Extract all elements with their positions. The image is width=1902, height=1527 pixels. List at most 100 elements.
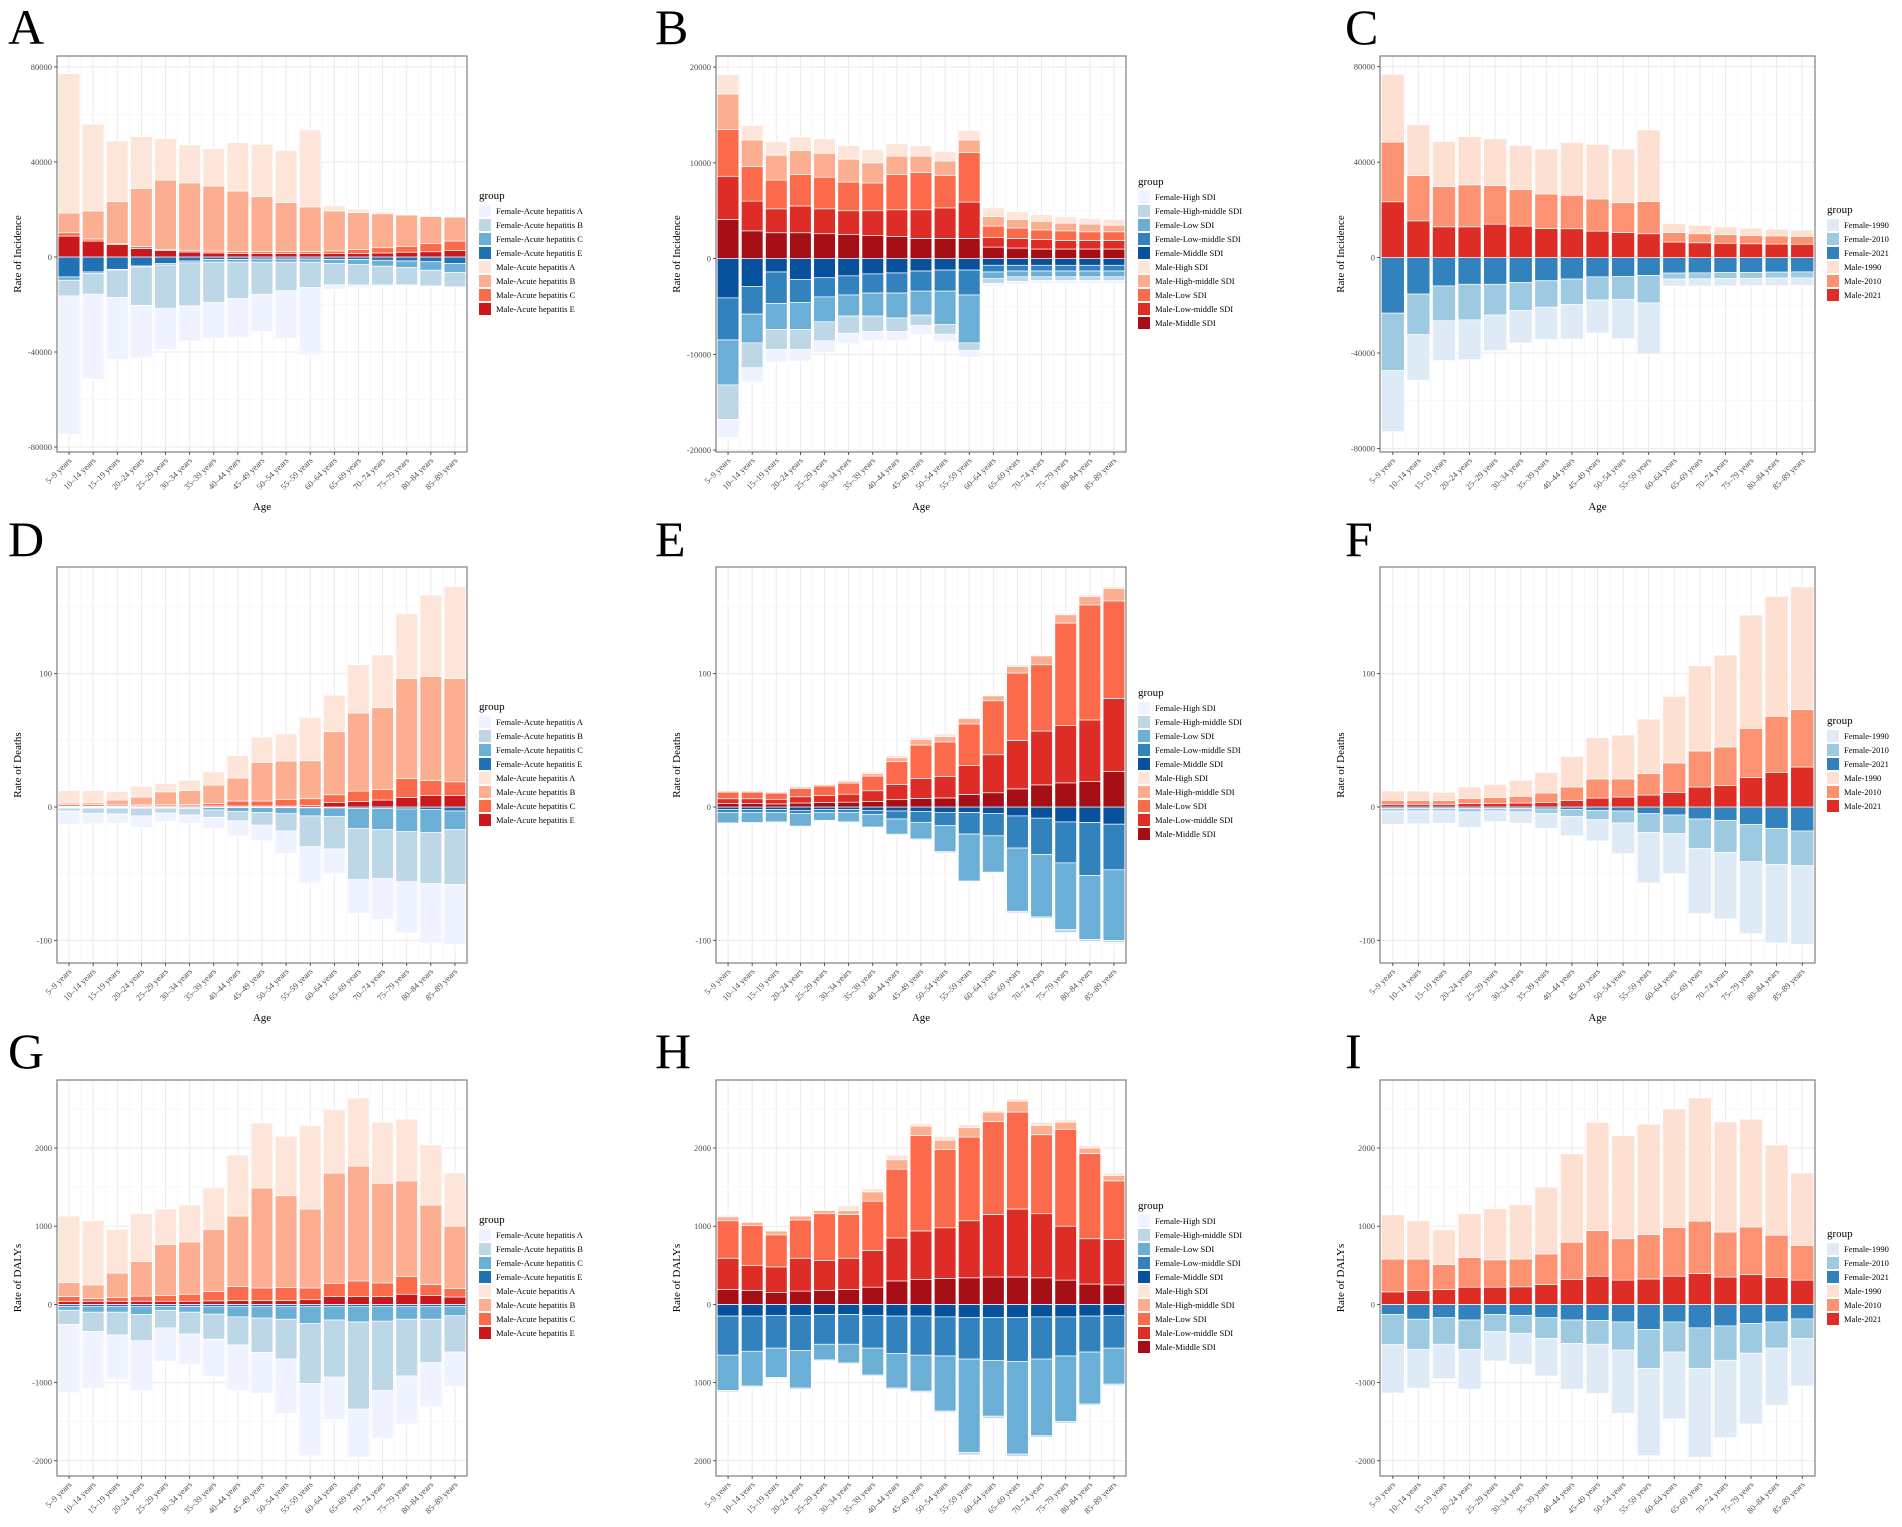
bar-segment-female bbox=[765, 809, 788, 813]
bar-segment-female bbox=[933, 811, 957, 827]
bar-segment-female bbox=[982, 1415, 1005, 1419]
bar-segment-female bbox=[765, 811, 788, 823]
bar-segment-male bbox=[106, 244, 129, 258]
bar-segment-female bbox=[765, 303, 788, 330]
bar-segment-male bbox=[81, 790, 105, 804]
bar-segment-male bbox=[716, 798, 740, 805]
bars bbox=[57, 1097, 467, 1458]
bar-segment-female bbox=[740, 1386, 764, 1389]
bar-segment-male bbox=[274, 1287, 298, 1301]
bar-segment-male bbox=[371, 799, 394, 808]
bar-segment-female bbox=[716, 809, 740, 813]
bar-segment-male bbox=[57, 1215, 81, 1283]
bar-segment-female bbox=[1560, 809, 1584, 817]
bar-segment-female bbox=[1006, 270, 1029, 278]
bar-segment-female bbox=[1457, 1319, 1482, 1350]
y-tick-label: -80000 bbox=[1351, 443, 1375, 453]
bar-segment-male bbox=[958, 723, 981, 767]
legend-key bbox=[1138, 191, 1150, 203]
bar-segment-male bbox=[1739, 727, 1763, 779]
legend-label: Male-Middle SDI bbox=[1155, 318, 1216, 328]
bar-segment-male bbox=[933, 1135, 957, 1141]
bar-segment-male bbox=[57, 1296, 81, 1303]
legend-key bbox=[479, 205, 491, 217]
bar-segment-male bbox=[1508, 802, 1533, 808]
bar-segment-female bbox=[1636, 1368, 1661, 1457]
bar-segment-female bbox=[443, 256, 467, 264]
bar-segment-female bbox=[740, 342, 764, 369]
bar-segment-male bbox=[740, 1264, 764, 1291]
bar-segment-female bbox=[178, 1333, 201, 1365]
bar-segment-male bbox=[1432, 1229, 1456, 1265]
bar-segment-male bbox=[861, 1250, 884, 1288]
bar-segment-male bbox=[909, 736, 933, 741]
bar-segment-male bbox=[1030, 1213, 1053, 1279]
bar-segment-male bbox=[1030, 1121, 1053, 1126]
bar-segment-female bbox=[274, 830, 298, 854]
bar-segment-female bbox=[371, 1320, 394, 1391]
bar-segment-male bbox=[813, 138, 836, 154]
x-axis-title: Age bbox=[253, 1012, 271, 1024]
bar-segment-male bbox=[1739, 1274, 1763, 1305]
bar-segment-male bbox=[1560, 755, 1584, 788]
bar-segment-female bbox=[1102, 258, 1126, 266]
bar-segment-female bbox=[1534, 808, 1559, 815]
bar-segment-male bbox=[226, 1286, 250, 1301]
bar-segment-male bbox=[1078, 1147, 1102, 1154]
bar-segment-male bbox=[765, 208, 788, 234]
bar-segment-female bbox=[1560, 257, 1584, 280]
bar-segment-female bbox=[1406, 1318, 1431, 1350]
bar-segment-female bbox=[323, 1306, 346, 1321]
bar-segment-male bbox=[1006, 227, 1029, 239]
bar-segment-male bbox=[1764, 1277, 1789, 1305]
bar-segment-male bbox=[1636, 773, 1661, 796]
bar-segment-female bbox=[443, 806, 467, 812]
bar-segment-female bbox=[837, 811, 860, 823]
bar-segment-female bbox=[1636, 1329, 1661, 1369]
bar-segment-female bbox=[1006, 276, 1029, 282]
y-tick-label: -1000 bbox=[32, 1378, 52, 1388]
bar-segment-female bbox=[982, 1360, 1005, 1417]
bar-segment-male bbox=[958, 129, 981, 141]
x-axis-title: Age bbox=[912, 1525, 930, 1527]
bar-segment-female bbox=[861, 1314, 884, 1349]
bar-segment-female bbox=[1585, 276, 1610, 301]
bar-segment-female bbox=[226, 820, 250, 837]
bar-segment-female bbox=[250, 293, 274, 332]
bar-segment-female bbox=[1406, 1348, 1431, 1389]
bar-segment-female bbox=[1432, 1317, 1456, 1345]
bar-segment-female bbox=[250, 812, 274, 826]
legend-key bbox=[479, 772, 491, 784]
legend-label: Female-2021 bbox=[1844, 248, 1889, 258]
bar-segment-male bbox=[178, 251, 201, 258]
bar-segment-female bbox=[837, 258, 860, 277]
legend-key bbox=[1138, 772, 1150, 784]
bar-segment-male bbox=[106, 1300, 129, 1305]
bar-segment-female bbox=[347, 1304, 370, 1308]
bar-segment-female bbox=[57, 295, 81, 435]
bar-segment-male bbox=[813, 176, 836, 210]
bar-segment-female bbox=[323, 1304, 346, 1308]
bar-segment-female bbox=[1611, 1321, 1635, 1351]
bar-segment-male bbox=[909, 1125, 933, 1136]
bar-segment-female bbox=[1030, 270, 1053, 278]
bar-segment-male bbox=[395, 1293, 418, 1305]
bar-segment-male bbox=[1102, 1175, 1126, 1182]
bar-segment-female bbox=[1078, 280, 1102, 284]
y-tick-label: -2000 bbox=[1355, 1456, 1375, 1466]
bar-segment-female bbox=[1585, 1304, 1610, 1321]
bar-segment-male bbox=[202, 1300, 225, 1305]
bar-segment-female bbox=[371, 807, 394, 831]
bar-segment-female bbox=[323, 263, 346, 286]
bar-segment-male bbox=[1764, 771, 1789, 808]
bar-segment-male bbox=[933, 776, 957, 799]
bar-segment-female bbox=[765, 349, 788, 363]
bar-segment-male bbox=[395, 613, 418, 679]
legend-key bbox=[1138, 1341, 1150, 1353]
bar-segment-female bbox=[1687, 257, 1712, 274]
bar-segment-female bbox=[1636, 806, 1661, 815]
bar-segment-male bbox=[1078, 781, 1102, 808]
bar-segment-male bbox=[885, 783, 909, 801]
bar-segment-male bbox=[1687, 1220, 1712, 1274]
bar-segment-female bbox=[1030, 918, 1053, 920]
